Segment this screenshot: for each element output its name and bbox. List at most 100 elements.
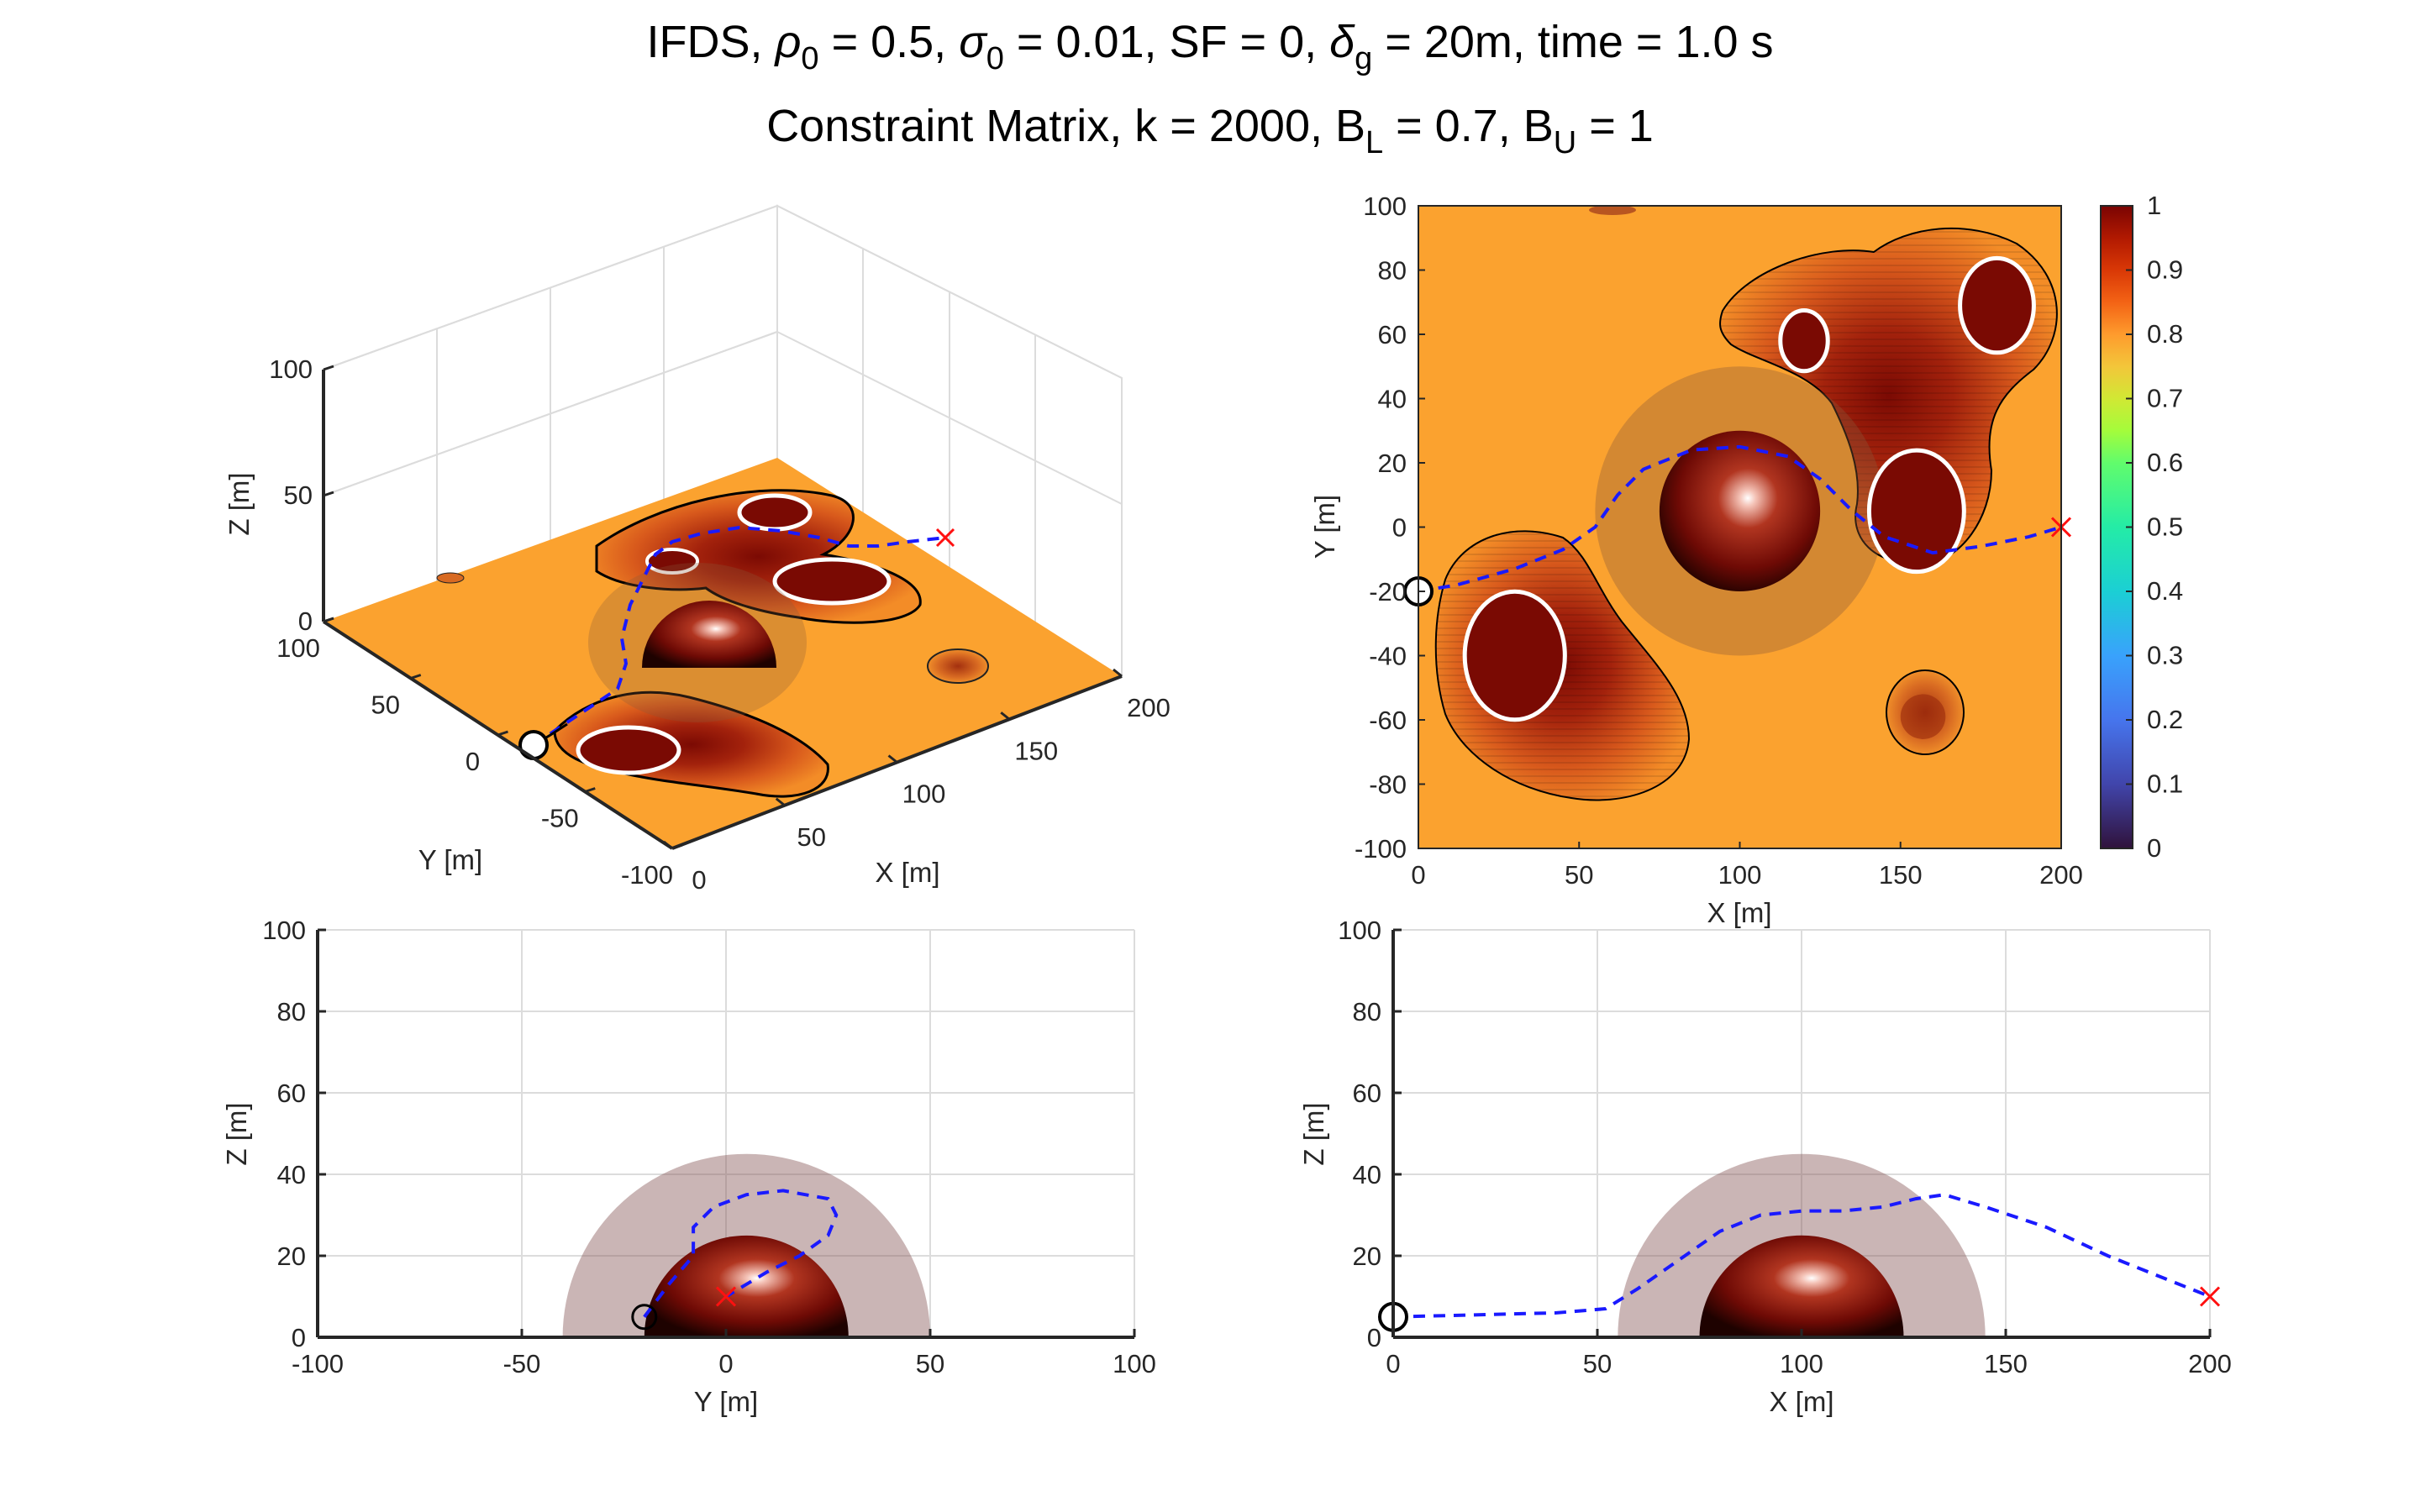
plot-top-view: 0 50 100 150 200-100-80-60-40-20020406080100… [1309, 191, 2183, 928]
3d-xtick-label: 200 [1127, 693, 1171, 722]
3d-ytick-label: -50 [541, 804, 579, 833]
3d-ytick-label: 50 [371, 690, 400, 720]
xz-ytick-label: 60 [1353, 1079, 1381, 1108]
3d-ytick-label: -100 [621, 860, 673, 890]
3d-ztick-label: 100 [269, 354, 313, 384]
yz-start-marker [631, 1304, 658, 1331]
top-ytick-label: 80 [1378, 256, 1407, 286]
3d-ytick-mark [671, 843, 683, 850]
3d-back-walls [323, 204, 1123, 678]
colorbar-tick-label: 1 [2147, 191, 2161, 220]
xz-ylabel: Z [m] [1298, 1102, 1329, 1165]
3d-ztick-label: 50 [284, 480, 313, 510]
title-line-2: Constraint Matrix, k = 2000, BL = 0.7, B… [766, 101, 1654, 160]
title-line-1: IFDS, ρ0 = 0.5, σ0 = 0.01, SF = 0, δg = … [646, 17, 1773, 76]
3d-xtick-mark [1113, 668, 1123, 678]
top-constraint-ring [1866, 448, 1966, 575]
xz-goal-marker [2199, 1286, 2221, 1307]
colorbar-tick-label: 0.2 [2147, 705, 2183, 734]
top-ytick-label: -60 [1369, 706, 1407, 735]
goal-stroke [715, 1286, 737, 1307]
3d-goal-marker [935, 528, 955, 548]
3d-ytick-mark [410, 674, 422, 680]
3d-xtick-mark [887, 754, 898, 764]
xz-ytick-label: 0 [1367, 1323, 1381, 1352]
3d-ytick-label: 0 [466, 747, 480, 776]
colorbar-tick-label: 0.5 [2147, 512, 2183, 542]
xz-ytick-label: 80 [1353, 997, 1381, 1026]
3d-zlabel: Z [m] [224, 472, 255, 535]
top-ytick-label: 60 [1378, 320, 1407, 349]
3d-ytick-mark [584, 787, 596, 793]
3d-risk-blobs [436, 489, 989, 798]
yz-ytick-label: 100 [262, 916, 306, 945]
top-ytick-label: 0 [1392, 513, 1407, 543]
top-small-core [1900, 694, 1946, 739]
3d-xtick-label: 150 [1014, 736, 1058, 765]
top-constraint-ring [1958, 255, 2036, 355]
xz-obstacle-sphere [1699, 1235, 1904, 1337]
colorbar-tick-label: 0.9 [2147, 255, 2183, 285]
3d-ytick-mark [323, 617, 334, 623]
top-constraint-ring [1462, 589, 1567, 722]
3d-ztick-mark [323, 491, 334, 497]
yz-ytick-label: 80 [277, 997, 306, 1026]
yz-ytick-label: 0 [292, 1323, 306, 1352]
3d-xtick-label: 50 [797, 822, 826, 852]
xz-xtick-label: 100 [1780, 1349, 1823, 1378]
figure-title: IFDS, ρ0 = 0.5, σ0 = 0.01, SF = 0, δg = … [646, 17, 1773, 160]
xz-xlabel: X [m] [1769, 1386, 1833, 1417]
xz-xtick-label: 150 [1984, 1349, 2028, 1378]
top-ylabel: Y [m] [1309, 495, 1340, 559]
3d-xtick-label: 0 [692, 865, 706, 895]
yz-ylabel: Z [m] [221, 1102, 252, 1165]
xz-xtick-label: 200 [2188, 1349, 2232, 1378]
yz-goal-marker [715, 1286, 737, 1307]
colorbar-tick-label: 0.8 [2147, 319, 2183, 349]
top-obstacle-sphere [1659, 430, 1821, 591]
xz-ytick-label: 100 [1338, 916, 1381, 945]
yz-ytick-label: 20 [277, 1242, 306, 1271]
3d-ticks: 0 50 100 100 50 0 -50 -100 0 50 100 150 200 [269, 354, 1171, 895]
top-ytick-label: -80 [1369, 770, 1407, 800]
plot-3d-view: 0 50 100 100 50 0 -50 -100 0 50 100 150 200 Z [m] Y … [224, 204, 1171, 895]
colorbar-ticks: 0 0.1 0.2 0.3 0.4 0.5 0.6 0.7 0.8 0.9 1 [2126, 191, 2183, 863]
goal-stroke [2199, 1286, 2221, 1307]
top-trajectory [1418, 444, 2062, 593]
yz-axes: -100 -50 0 50 100 0 20 40 60 80 100 [262, 916, 1156, 1378]
top-ytick-label: 40 [1378, 385, 1407, 414]
top-ticks: 0 50 100 150 200 -100 -80 -60 -40 -20 0 20 40 60 80 100 [1355, 192, 2083, 890]
top-xlabel: X [m] [1707, 897, 1771, 928]
yz-ytick-label: 40 [277, 1160, 306, 1189]
top-ytick-label: -40 [1369, 642, 1407, 671]
colorbar-tick-label: 0.7 [2147, 384, 2183, 413]
yz-xlabel: Y [m] [694, 1386, 758, 1417]
yz-xtick-label: 100 [1113, 1349, 1156, 1378]
top-xtick-label: 50 [1565, 860, 1593, 890]
xz-xtick-label: 0 [1386, 1349, 1400, 1378]
xz-xtick-label: 50 [1583, 1349, 1612, 1378]
top-constraint-ring [1778, 308, 1830, 374]
top-xtick-label: 150 [1879, 860, 1923, 890]
xz-ytick-label: 20 [1353, 1242, 1381, 1271]
top-obstacles [1462, 255, 2036, 739]
top-ytick-label: 100 [1363, 192, 1407, 221]
yz-obstacle-sphere [644, 1235, 849, 1337]
colorbar-tick-label: 0 [2147, 833, 2161, 863]
plot-side-xz: 0 50 100 150 200 0 20 40 60 80 100 X [m] Z [m] [1298, 916, 2232, 1417]
xz-ytick-label: 40 [1353, 1160, 1381, 1189]
3d-start-marker [518, 730, 549, 760]
xz-trajectory [1392, 1193, 2211, 1319]
3d-xtick-mark [663, 840, 673, 850]
yz-xtick-label: 50 [916, 1349, 944, 1378]
yz-ytick-label: 60 [277, 1079, 306, 1108]
3d-xtick-mark [775, 797, 786, 806]
3d-xlabel: X [m] [875, 857, 939, 888]
yz-xtick-label: 0 [718, 1349, 733, 1378]
yz-trajectory [643, 1189, 839, 1318]
colorbar-tick-label: 0.3 [2147, 641, 2183, 670]
top-ytick-label: -100 [1355, 834, 1407, 864]
3d-trajectory [532, 525, 946, 747]
colorbar-tick-label: 0.4 [2147, 576, 2183, 606]
